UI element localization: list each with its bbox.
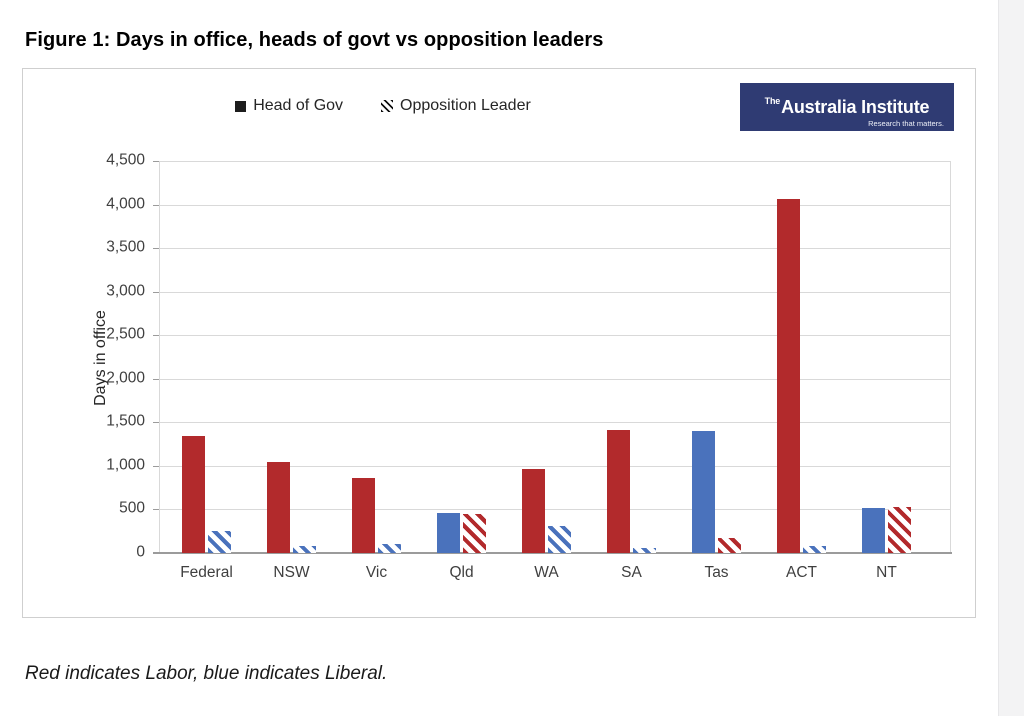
bar-head-of-gov-federal — [182, 436, 205, 553]
legend-label: Opposition Leader — [400, 97, 531, 114]
grid-line — [159, 465, 951, 467]
x-category-label: SA — [621, 564, 642, 581]
bar-opposition-leader-act — [803, 546, 826, 553]
logo-wordmark: TheAustralia Institute — [740, 92, 954, 116]
logo-prefix: The — [764, 96, 781, 106]
y-tick-label: 4,500 — [106, 151, 145, 169]
bar-opposition-leader-sa — [633, 548, 656, 553]
y-axis-line — [159, 161, 160, 553]
y-tick-mark — [153, 553, 159, 554]
x-category-label: Federal — [180, 564, 233, 581]
x-category-label: Qld — [449, 564, 474, 581]
logo-name: Australia Institute — [781, 97, 930, 117]
bar-opposition-leader-wa — [548, 526, 571, 553]
chart-footnote: Red indicates Labor, blue indicates Libe… — [25, 663, 388, 684]
bar-opposition-leader-tas — [718, 538, 741, 553]
y-tick-mark — [153, 422, 159, 424]
grid-line — [159, 378, 951, 380]
logo-tagline: Research that matters. — [868, 119, 944, 128]
grid-line — [159, 291, 951, 293]
y-tick-label: 3,000 — [106, 282, 145, 300]
y-axis-title: Days in office — [91, 310, 109, 406]
x-category-label: WA — [534, 564, 559, 581]
bar-head-of-gov-act — [777, 199, 800, 553]
plot-area: 0 500 1,000 1,500 2,000 2,500 3,000 3,500 4,000 4… — [106, 152, 952, 581]
x-category-label: NT — [876, 564, 897, 581]
x-category-label: Tas — [704, 564, 729, 581]
y-tick-mark — [153, 161, 159, 162]
australia-institute-logo: TheAustralia Institute Research that mat… — [740, 83, 954, 131]
grid-line — [159, 422, 951, 424]
grid-line — [159, 248, 951, 250]
legend-label: Head of Gov — [253, 97, 344, 114]
bar-head-of-gov-tas — [692, 431, 715, 553]
y-tick-label: 2,000 — [106, 369, 145, 387]
y-tick-mark — [153, 248, 159, 250]
legend-item-head-of-gov: Head of Gov — [235, 97, 343, 115]
bar-head-of-gov-wa — [522, 468, 545, 553]
bar-head-of-gov-nt — [862, 508, 885, 553]
y-tick-label: 500 — [119, 500, 145, 518]
y-tick-mark — [153, 335, 159, 337]
grid-line — [159, 204, 951, 206]
bar-head-of-gov-vic — [352, 478, 375, 553]
solid-square-icon — [235, 100, 247, 112]
bar-head-of-gov-nsw — [267, 461, 290, 553]
bar-opposition-leader-federal — [208, 531, 231, 553]
x-axis-line — [153, 552, 952, 554]
y-tick-label: 3,500 — [106, 238, 145, 256]
grid-line — [159, 161, 951, 162]
plot-right-border — [950, 161, 951, 553]
right-gutter — [998, 0, 1024, 716]
y-tick-label: 2,500 — [106, 325, 145, 343]
bar-head-of-gov-sa — [607, 430, 630, 553]
y-tick-mark — [153, 291, 159, 293]
bar-head-of-gov-qld — [437, 512, 460, 553]
y-tick-label: 1,500 — [106, 412, 145, 430]
bar-opposition-leader-vic — [378, 544, 401, 553]
chart-container: Head of Gov Opposition Leader TheAustral… — [22, 68, 976, 618]
x-category-label: Vic — [365, 564, 388, 581]
y-tick-mark — [153, 204, 159, 206]
chart-legend: Head of Gov Opposition Leader — [23, 97, 743, 115]
figure-title: Figure 1: Days in office, heads of govt … — [25, 29, 604, 52]
x-category-label: NSW — [273, 564, 310, 581]
y-tick-mark — [153, 509, 159, 511]
y-tick-label: 4,000 — [106, 195, 145, 213]
bar-opposition-leader-qld — [463, 513, 486, 553]
y-tick-label: 1,000 — [106, 456, 145, 474]
x-category-label: ACT — [786, 564, 817, 581]
hatched-square-icon — [381, 100, 394, 112]
bar-opposition-leader-nt — [888, 506, 911, 553]
bar-opposition-leader-nsw — [293, 546, 316, 553]
y-tick-label: 0 — [136, 543, 145, 561]
y-tick-mark — [153, 465, 159, 467]
legend-item-opposition-leader: Opposition Leader — [381, 97, 531, 115]
grid-line — [159, 335, 951, 337]
y-tick-mark — [153, 378, 159, 380]
grid-line — [159, 509, 951, 511]
